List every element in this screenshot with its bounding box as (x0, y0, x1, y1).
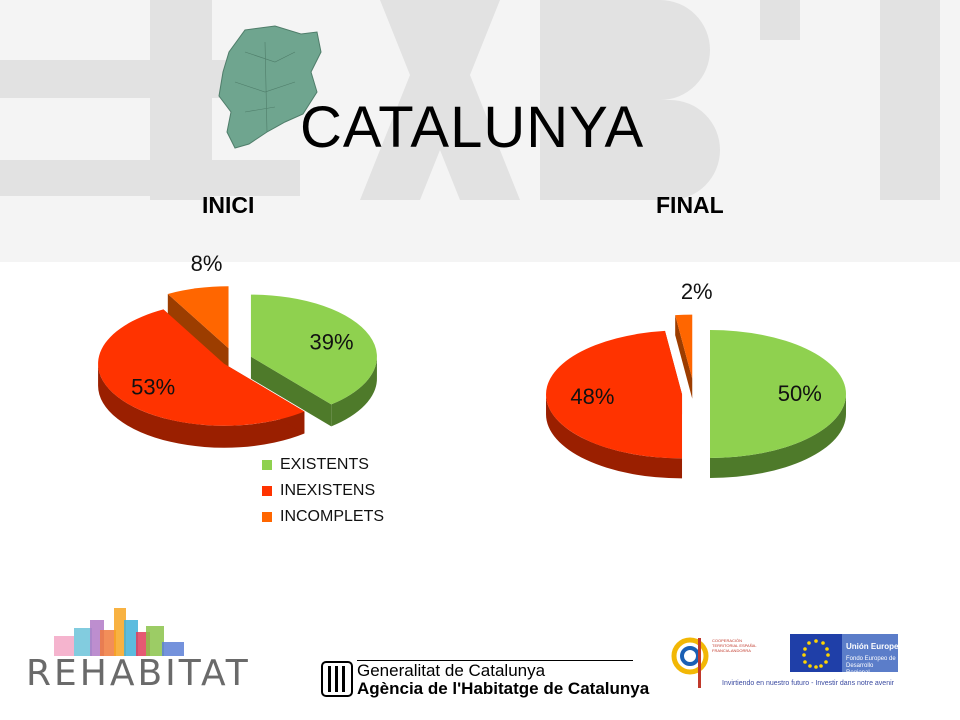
cooperation-text: COOPERACIÓN TERRITORIAL ESPAÑA-FRANCIA-A… (712, 638, 757, 653)
pie0-label-incomplets: 8% (191, 251, 223, 276)
legend-swatch-existents (262, 460, 272, 470)
rehabitat-logo (54, 608, 184, 656)
pie0-side-existents (331, 356, 377, 427)
chart-title-final: FINAL (656, 192, 724, 218)
pie-charts: 39% 53% 8% 50% 48% 2% (98, 251, 846, 479)
cooperation-spiral-icon (671, 637, 709, 688)
pie0-label-existents: 39% (310, 329, 354, 354)
eu-flag-icon (790, 634, 842, 672)
legend-label-incomplets: INCOMPLETS (280, 508, 385, 525)
pie0-slice-existents (250, 294, 377, 405)
header-banner: CATALUNYA (0, 0, 960, 262)
pie1-slice-inexistens (546, 330, 683, 459)
pie0-wall-existents-1 (250, 356, 332, 427)
agencia-name: Agència de l'Habitatge de Catalunya (357, 679, 650, 698)
page-title: CATALUNYA (300, 95, 645, 160)
legend-swatch-inexistens (262, 486, 272, 496)
pie0-slice-inexistens (98, 309, 305, 426)
legend-item-inexistens: INEXISTENS (262, 478, 384, 504)
pie0-side-inexistens (98, 363, 305, 448)
pie1-slice-incomplets (675, 314, 693, 379)
generalitat-name: Generalitat de Catalunya (357, 661, 546, 680)
generalitat-emblem-icon (321, 661, 353, 697)
eu-fund-label: Fondo Europeo de Desarrollo Regional (846, 656, 896, 676)
generalitat-rule (357, 660, 633, 661)
legend-label-inexistens: INEXISTENS (280, 482, 376, 499)
pie1-label-inexistens: 48% (570, 384, 614, 409)
legend: EXISTENTS INEXISTENS INCOMPLETS (262, 452, 384, 530)
habit-watermark (0, 0, 940, 200)
catalonia-map-icon (218, 25, 322, 149)
legend-item-incomplets: INCOMPLETS (262, 504, 384, 530)
pie0-label-inexistens: 53% (131, 374, 175, 399)
chart-title-inici: INICI (202, 192, 255, 218)
eu-label: Unión Europea (846, 642, 903, 651)
eu-fund-box (842, 634, 898, 672)
legend-label-existents: EXISTENTS (280, 456, 369, 473)
pie1-side-existents (710, 394, 846, 478)
legend-swatch-incomplets (262, 512, 272, 522)
pie0-slice-incomplets (167, 286, 229, 349)
pie1-wall-incomplets-0 (675, 315, 693, 399)
pie1-label-incomplets: 2% (681, 279, 713, 304)
rehabitat-wordmark: REHABITAT (26, 653, 251, 694)
eu-tagline: Invirtiendo en nuestro futuro - Investir… (722, 680, 894, 687)
legend-item-existents: EXISTENTS (262, 452, 384, 478)
pie1-side-inexistens (546, 394, 683, 479)
pie0-wall-incomplets-0 (167, 293, 229, 371)
pie1-label-existents: 50% (778, 381, 822, 406)
pie1-slice-existents (710, 330, 846, 458)
